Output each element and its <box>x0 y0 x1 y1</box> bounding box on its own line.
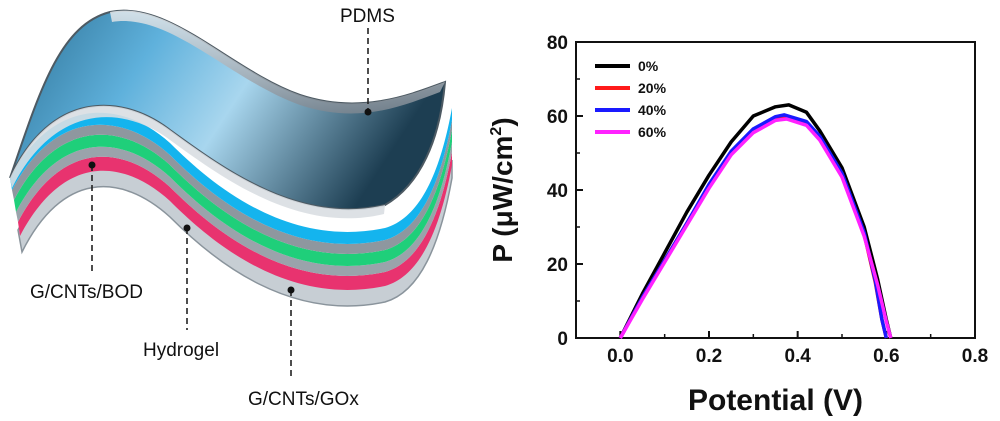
y-tick-label: 40 <box>547 181 568 202</box>
pdms-rim <box>110 10 445 114</box>
legend-label: 20% <box>638 80 667 96</box>
y-axis-title-main: P (μW/cm <box>487 136 518 263</box>
bod-callout-dot <box>88 161 96 169</box>
legend: 0% 20% 40% 60% <box>595 58 667 140</box>
pdms-callout-dot <box>364 108 372 116</box>
hydrogel-label: Hydrogel <box>143 340 219 361</box>
pdms-label: PDMS <box>340 6 395 27</box>
legend-label: 0% <box>638 58 659 74</box>
series-lines <box>618 103 893 339</box>
legend-label: 40% <box>638 102 667 118</box>
y-tick-label: 80 <box>547 33 568 54</box>
y-tick-label: 20 <box>547 255 568 276</box>
series-line-60pct <box>618 117 893 339</box>
y-tick-label: 0 <box>557 329 568 350</box>
x-tick-label: 0.6 <box>873 346 899 367</box>
x-tick-label: 0.0 <box>607 346 633 367</box>
device-diagram: PDMS G/CNTs/BOD Hydrogel G/CNTs/GOx <box>9 6 453 410</box>
x-tick-label: 0.4 <box>784 346 811 367</box>
hydrogel-callout-dot <box>183 224 191 232</box>
y-axis-title: P (μW/cm2) <box>487 117 518 262</box>
y-axis-title-end: ) <box>487 117 518 126</box>
gox-callout-dot <box>287 286 295 294</box>
gox-label: G/CNTs/GOx <box>248 389 359 410</box>
legend-label: 60% <box>638 124 667 140</box>
series-line-40pct <box>618 113 889 339</box>
plot-frame <box>575 41 976 339</box>
series-line-0pct <box>618 103 893 339</box>
x-tick-label: 0.8 <box>962 346 988 367</box>
x-axis-title: Potential (V) <box>688 384 863 417</box>
bod-label: G/CNTs/BOD <box>30 282 143 303</box>
power-density-chart: 0.0 0.2 0.4 0.6 0.8 0 20 40 60 80 Potential (V) P… <box>487 33 988 417</box>
series-line-20pct <box>618 114 889 339</box>
y-axis-title-sup: 2 <box>488 127 505 136</box>
y-tick-label: 60 <box>547 107 568 128</box>
x-tick-label: 0.2 <box>696 346 722 367</box>
axis-ticks: 0.0 0.2 0.4 0.6 0.8 0 20 40 60 80 <box>547 33 988 367</box>
